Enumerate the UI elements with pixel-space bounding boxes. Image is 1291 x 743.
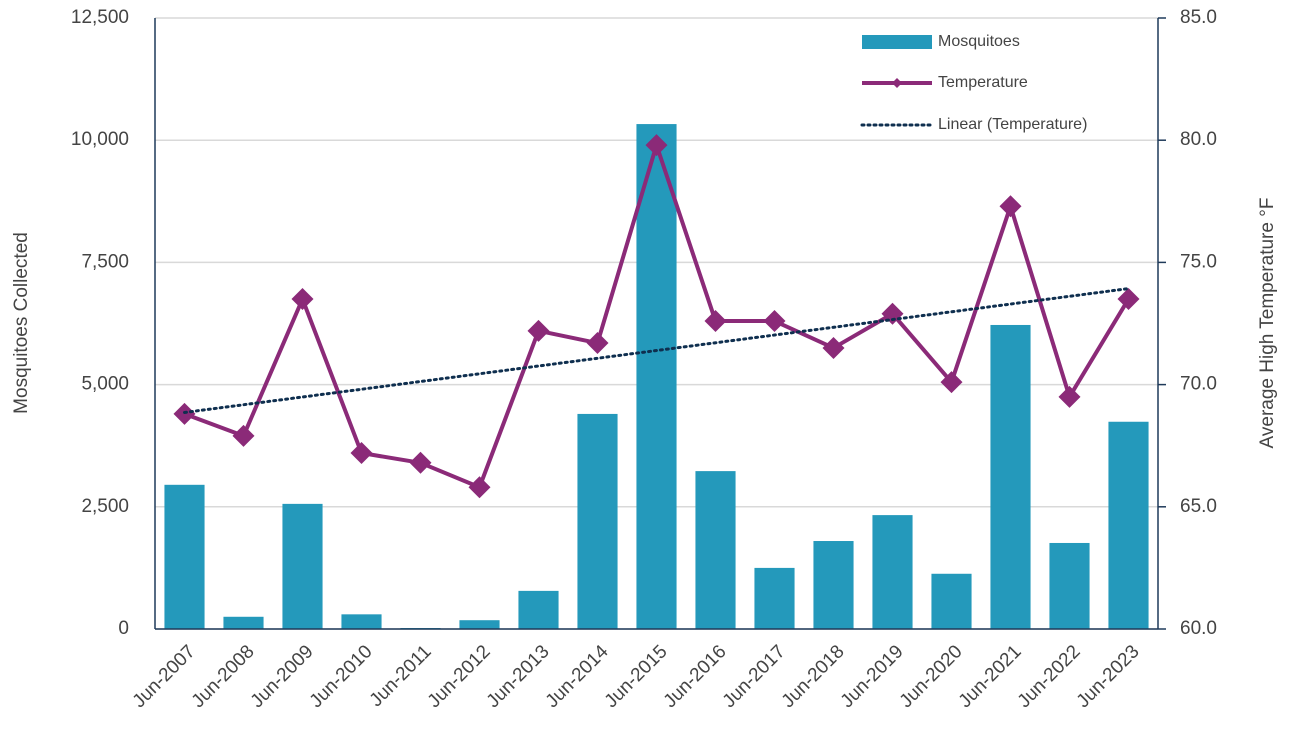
y-axis-title: Mosquitoes Collected (11, 232, 32, 414)
legend-marker (892, 78, 902, 88)
x-tick-label: Jun-2009 (247, 641, 318, 712)
marker (645, 134, 668, 157)
bar (341, 614, 382, 629)
legend-label: Mosquitoes (938, 33, 1020, 50)
x-tick-label: Jun-2023 (1073, 641, 1144, 712)
x-tick-label: Jun-2011 (366, 641, 436, 711)
x-tick-label: Jun-2015 (601, 641, 672, 712)
marker (1117, 288, 1140, 311)
y2-tick-label: 70.0 (1180, 374, 1217, 395)
x-tick-label: Jun-2019 (837, 641, 908, 712)
bar (223, 616, 264, 629)
x-tick-label: Jun-2014 (542, 641, 613, 712)
x-tick-label: Jun-2022 (1014, 641, 1085, 712)
bar (695, 471, 736, 629)
y-tick-label: 12,500 (71, 7, 129, 28)
x-tick-label: Jun-2018 (778, 641, 849, 712)
x-tick-label: Jun-2021 (955, 641, 1026, 712)
bar (1108, 421, 1149, 629)
marker (527, 319, 550, 342)
marker (704, 310, 727, 333)
bar (931, 573, 972, 629)
legend-swatch (862, 35, 932, 49)
bar (872, 515, 913, 629)
x-tick-label: Jun-2020 (896, 641, 967, 712)
marker (940, 371, 963, 394)
y2-tick-label: 75.0 (1180, 251, 1217, 272)
x-tick-label: Jun-2016 (660, 641, 731, 712)
y-tick-label: 0 (118, 618, 129, 639)
bar (577, 413, 618, 629)
y-tick-label: 2,500 (81, 496, 129, 517)
marker (1058, 385, 1081, 408)
bar (164, 484, 205, 629)
y2-axis-title: Average High Temperature °F (1257, 198, 1278, 449)
bar (518, 590, 559, 629)
x-tick-label: Jun-2013 (483, 641, 554, 712)
bar (990, 324, 1031, 629)
trendline (183, 287, 1130, 414)
bar (636, 124, 677, 629)
y2-tick-label: 60.0 (1180, 618, 1217, 639)
marker (763, 310, 786, 333)
y-tick-label: 7,500 (81, 251, 129, 272)
bar (813, 541, 854, 629)
y2-tick-label: 65.0 (1180, 496, 1217, 517)
bar (282, 503, 323, 629)
marker (822, 336, 845, 359)
y2-tick-label: 80.0 (1180, 129, 1217, 150)
bar (1049, 542, 1090, 629)
marker (232, 424, 255, 447)
marker (586, 332, 609, 355)
x-tick-label: Jun-2010 (306, 641, 377, 712)
y-tick-label: 5,000 (81, 374, 129, 395)
marker (291, 288, 314, 311)
x-tick-label: Jun-2007 (129, 641, 200, 712)
bar (459, 620, 500, 629)
y-tick-label: 10,000 (71, 129, 129, 150)
marker (468, 476, 491, 499)
x-tick-label: Jun-2012 (424, 641, 495, 712)
x-tick-label: Jun-2017 (719, 641, 790, 712)
y2-tick-label: 85.0 (1180, 7, 1217, 28)
legend-label: Temperature (938, 74, 1028, 91)
marker (350, 442, 373, 465)
legend-label: Linear (Temperature) (938, 116, 1087, 133)
x-tick-label: Jun-2008 (188, 641, 259, 712)
marker (409, 451, 432, 474)
marker (999, 195, 1022, 218)
bar (754, 567, 795, 629)
